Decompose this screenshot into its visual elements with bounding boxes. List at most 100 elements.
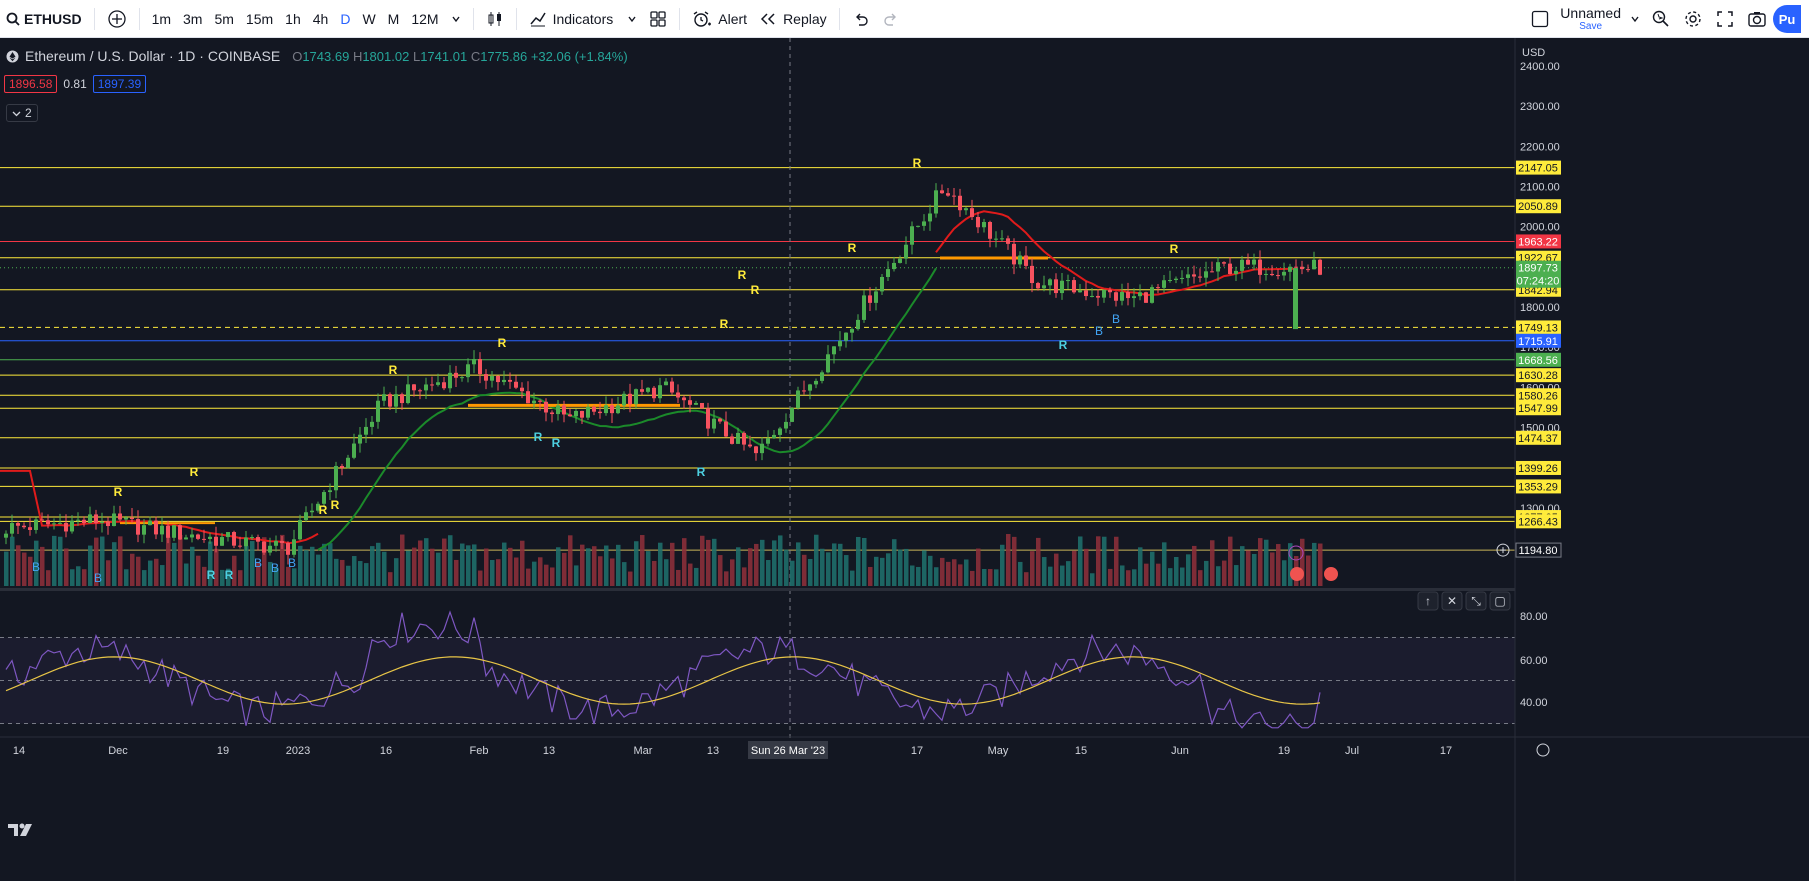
volume-bar [370,546,375,586]
volume-bar [856,536,861,586]
layout-dropdown[interactable] [1625,0,1645,38]
price-tick-label: 2400.00 [1520,61,1560,73]
candle-body [490,375,494,381]
candle-body [1252,259,1256,265]
maximize-button[interactable] [1489,591,1511,611]
series-title[interactable]: Ethereum / U.S. Dollar · 1D · COINBASE [25,48,281,64]
timeframe-12m[interactable]: 12M [411,10,439,27]
level-price-tag [1516,368,1561,383]
templates-button[interactable] [643,0,673,38]
resistance-marker: R [114,485,123,499]
volume-bar [322,543,327,586]
timeframe-d[interactable]: D [340,10,351,27]
us-flag-icon[interactable] [1290,567,1304,581]
buy-price-button[interactable]: 1897.39 [92,75,147,93]
time-tick-label: 17 [1440,745,1452,757]
volume-bar [1312,542,1317,586]
candle-body [904,244,908,259]
candle-body [16,523,20,526]
fullscreen-button[interactable] [1709,0,1741,38]
candle-body [256,537,260,542]
camera-icon [1748,12,1766,27]
candle-body [1270,273,1274,276]
volume-bar [436,552,441,586]
timeframe-15m[interactable]: 15m [245,10,274,27]
timeframe-1h[interactable]: 1h [285,10,301,27]
timeframe-1m[interactable]: 1m [151,10,172,27]
close-button[interactable] [1441,591,1463,611]
candle-body [520,387,524,392]
snapshot-button[interactable] [1741,0,1773,38]
volume-bar [208,541,213,586]
settings-button[interactable] [1677,0,1709,38]
candle-body [424,384,428,391]
volume-bar [1000,544,1005,586]
candle-body [1066,280,1070,282]
volume-bar [682,538,687,586]
volume-bar [712,538,717,586]
timeframe-3m[interactable]: 3m [183,10,203,27]
buy-marker: B [94,571,102,585]
candle-body [826,354,830,373]
undo-button[interactable] [846,0,876,38]
volume-bar [238,570,243,586]
volume-bar [1096,536,1101,586]
indicators-collapse-button[interactable]: 2 [6,104,38,122]
layout-checkbox[interactable] [1524,0,1556,38]
volume-bar [310,546,315,586]
chevron-down-icon [12,111,21,116]
goto-realtime-icon[interactable] [1536,743,1550,757]
volume-bar [808,558,813,586]
timeframe-4h[interactable]: 4h [312,10,329,27]
up-arrow-button[interactable] [1417,591,1439,611]
timeframe-dropdown[interactable] [445,0,467,38]
resistance-marker: R [331,498,340,512]
candle-body [1276,275,1280,277]
sell-price-button[interactable]: 1896.58 [4,75,58,93]
chart-type-button[interactable] [480,0,510,38]
timeframe-w[interactable]: W [362,10,376,27]
volume-bar [502,542,507,586]
candle-body [1138,292,1142,297]
add-level-icon[interactable] [1496,543,1510,557]
candle-body [388,394,392,407]
volume-bar [706,539,711,586]
publish-button[interactable]: Pu [1773,5,1801,33]
candle-body [280,540,284,543]
symbol-search[interactable]: ETHUSD [0,0,88,38]
volume-bar [658,542,663,586]
alert-button[interactable]: Alert [686,0,753,38]
layout-name-button[interactable]: Unnamed Save [1556,0,1625,38]
us-flag-icon[interactable] [1324,567,1338,581]
collapse-button[interactable] [1465,591,1487,611]
candle-body [1096,295,1100,298]
candle-body [1078,290,1082,293]
currency-label[interactable]: USD [1522,47,1545,59]
candle-body [586,406,590,418]
compare-symbol-button[interactable] [101,0,133,38]
volume-bar [244,545,249,586]
volume-bar [796,542,801,586]
candle-body [1192,274,1196,277]
volume-bar [1048,566,1053,586]
lightning-icon[interactable] [1288,545,1304,561]
volume-bar [1072,550,1077,586]
timeframe-m[interactable]: M [387,10,400,27]
candle-body [244,537,248,547]
candle-body [1150,287,1154,303]
candle-body [1156,287,1160,289]
timeframe-5m[interactable]: 5m [214,10,234,27]
redo-button[interactable] [876,0,906,38]
volume-bar [1240,546,1245,586]
volume-bar [52,535,57,586]
volume-bar [496,559,501,586]
volume-bar [784,549,789,586]
candle-body [988,222,992,239]
volume-bar [766,560,771,586]
volume-bar [76,566,81,586]
replay-button[interactable]: Replay [753,0,833,38]
quick-search-button[interactable] [1645,0,1677,38]
volume-bar [718,555,723,586]
indicators-button[interactable]: Indicators [523,0,644,38]
